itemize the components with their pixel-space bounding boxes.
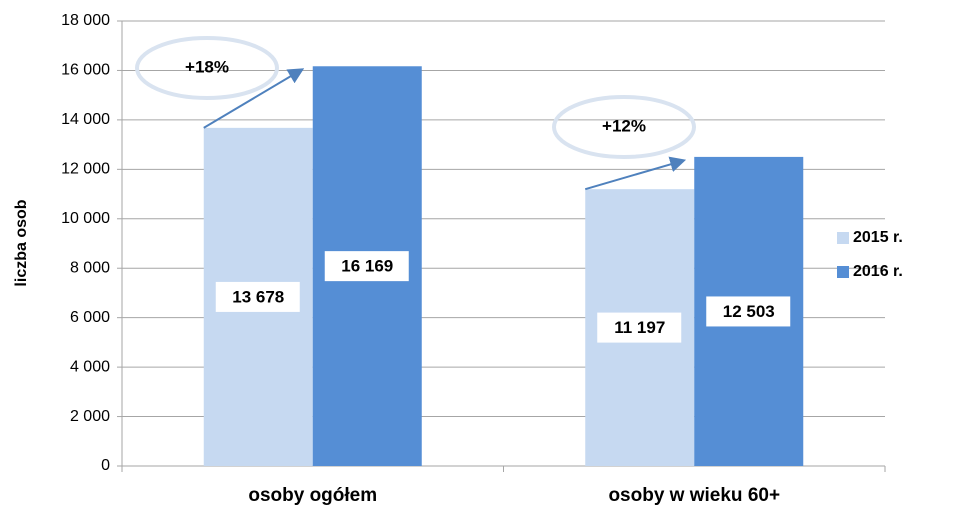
y-tick-label: 0 — [101, 457, 110, 474]
annotation-arrow — [203, 68, 305, 129]
y-tick-label: 4 000 — [70, 358, 110, 375]
legend-swatch — [837, 232, 849, 244]
y-tick-label: 10 000 — [61, 210, 110, 227]
legend-swatch — [837, 266, 849, 278]
data-label-box — [324, 251, 409, 282]
y-tick-label: 14 000 — [61, 111, 110, 128]
data-label-box — [215, 281, 300, 312]
y-tick-label: 2 000 — [70, 408, 110, 425]
y-tick-label: 6 000 — [70, 309, 110, 326]
data-label: 16 169 — [341, 257, 393, 276]
y-tick-label: 18 000 — [61, 12, 110, 29]
y-tick-label: 12 000 — [61, 161, 110, 178]
data-label: 12 503 — [723, 302, 775, 321]
annotation: +18% — [185, 57, 229, 76]
y-tick-label: 16 000 — [61, 62, 110, 79]
annotation-ellipse — [552, 95, 696, 159]
y-axis-label: liczba osob — [13, 199, 30, 286]
data-label-box — [597, 312, 682, 343]
annotation: +12% — [602, 116, 646, 135]
legend-label: 2015 r. — [853, 229, 903, 246]
data-label: 13 678 — [232, 287, 284, 306]
x-tick-label: osoby w wieku 60+ — [608, 485, 780, 506]
data-label-box — [706, 296, 791, 327]
annotation-ellipse — [135, 36, 279, 100]
y-tick-label: 8 000 — [70, 259, 110, 276]
x-tick-label: osoby ogółem — [248, 485, 377, 506]
data-label: 11 197 — [614, 318, 665, 337]
legend-label: 2016 r. — [853, 263, 903, 280]
annotation-arrow — [584, 156, 687, 191]
